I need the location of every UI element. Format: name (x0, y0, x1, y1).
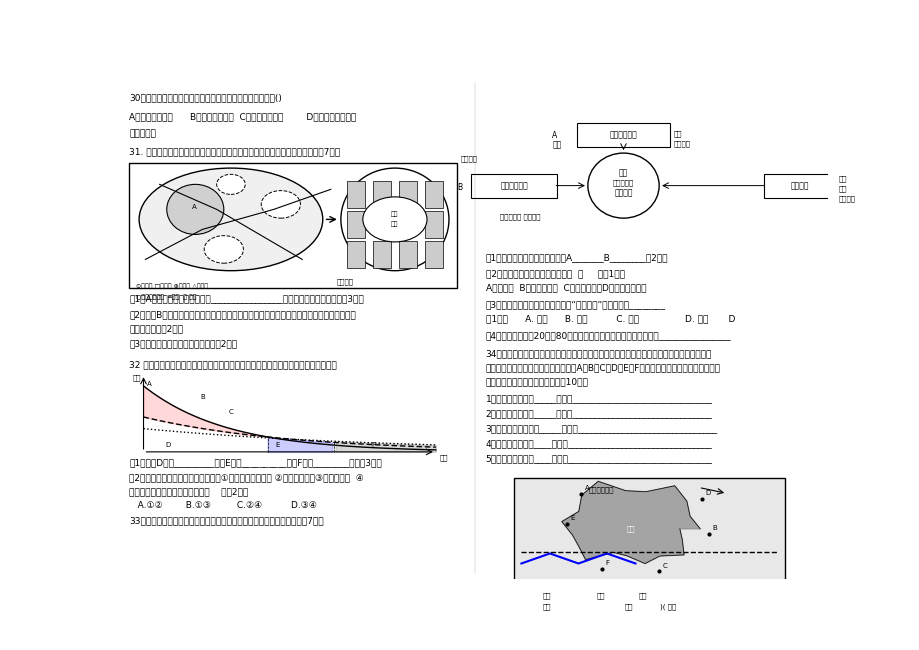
Text: 人口迁移的: 人口迁移的 (612, 180, 633, 187)
Ellipse shape (341, 168, 448, 270)
Text: 影响: 影响 (618, 168, 628, 177)
Text: D: D (165, 442, 170, 448)
Text: （2）影响人口迁移的最主要因素是  （     ）（1分）: （2）影响人口迁移的最主要因素是 （ ）（1分） (485, 270, 624, 279)
Text: （1）填出影响人口迁移的因素：A_______B________（2分）: （1）填出影响人口迁移的因素：A_______B________（2分） (485, 254, 667, 262)
Text: 社会经济因素: 社会经济因素 (500, 181, 528, 190)
Text: 文化教育: 文化教育 (460, 155, 477, 162)
Text: 4、啤酒厂应布局于____，理由________________________________: 4、啤酒厂应布局于____，理由________________________… (485, 439, 711, 448)
Text: B: B (200, 394, 205, 400)
Text: （1）判断D属于_________区，E属于__________区，F属于________区。（3分）: （1）判断D属于_________区，E属于__________区，F属于___… (129, 458, 381, 467)
Text: 河流: 河流 (542, 604, 550, 610)
Text: 自然环境因素: 自然环境因素 (609, 131, 637, 140)
Text: 3、自来水厂应布局于_____，理由_______________________________: 3、自来水厂应布局于_____，理由______________________… (485, 424, 717, 434)
Text: 主要因素: 主要因素 (614, 188, 632, 198)
Ellipse shape (139, 168, 323, 270)
Bar (346, 211, 364, 238)
Text: F: F (371, 442, 375, 448)
Circle shape (362, 197, 426, 242)
Text: ○大学区一公路  ═铁路  工 河流: ○大学区一公路 ═铁路 工 河流 (136, 294, 197, 300)
Text: B: B (457, 183, 462, 192)
Ellipse shape (166, 185, 223, 235)
Text: （3）美国很多老人退休以后向南方“阳光地带”迁移是因为________: （3）美国很多老人退休以后向南方“阳光地带”迁移是因为________ (485, 300, 665, 309)
Text: 淡水: 淡水 (673, 131, 681, 137)
Bar (399, 181, 416, 208)
Text: （3）该城市工业区分布有何特点？（2分）: （3）该城市工业区分布有何特点？（2分） (129, 339, 237, 348)
Text: （2）土地租金高低取决于下列因素：①距离市中心的远近 ②土地利用方式③交通通达度  ④: （2）土地租金高低取决于下列因素：①距离市中心的远近 ②土地利用方式③交通通达度… (129, 473, 364, 482)
Text: 二、综合题: 二、综合题 (129, 129, 156, 138)
Text: 地租: 地租 (132, 374, 142, 381)
Text: 30、当前，世界各国协调人地关系，大多是从哪项措施着手(): 30、当前，世界各国协调人地关系，大多是从哪项措施着手() (129, 93, 282, 102)
Text: A: A (584, 486, 588, 491)
Text: 成以上厂区的布局并说明理由。（10分）: 成以上厂区的布局并说明理由。（10分） (485, 378, 588, 387)
Text: ⊙风景区 □商务区 ⊕工业区 △住宅区: ⊙风景区 □商务区 ⊕工业区 △住宅区 (136, 283, 209, 289)
Text: D: D (705, 490, 710, 497)
Text: 距离: 距离 (439, 454, 448, 461)
FancyBboxPatch shape (576, 123, 669, 147)
Text: （1）A地区按城市功能分区属于________________，简要分析其区位优势。（3分）: （1）A地区按城市功能分区属于________________，简要分析其区位优… (129, 294, 364, 303)
Text: A.①②        B.①③         C.②④          D.③④: A.①② B.①③ C.②④ D.③④ (129, 501, 317, 510)
Text: C: C (229, 410, 233, 415)
Polygon shape (562, 482, 699, 564)
Text: （4）深圳、珠海在20世纪80年代能吸引大量人口的迁入，主原因是________________: （4）深圳、珠海在20世纪80年代能吸引大量人口的迁入，主原因是________… (485, 331, 731, 340)
Text: 花园: 花园 (391, 222, 398, 227)
Text: E: E (570, 515, 574, 521)
Text: )( 桥梁: )( 桥梁 (660, 604, 676, 610)
Text: E: E (275, 442, 279, 448)
Bar (425, 240, 443, 268)
Text: 企业的支付能力，其中主要的是（    ）（2分）: 企业的支付能力，其中主要的是（ ）（2分） (129, 487, 248, 496)
Text: 土壤: 土壤 (551, 140, 561, 150)
Bar (373, 240, 391, 268)
Text: 1、钢铁厂应布局于_____，理由_______________________________: 1、钢铁厂应布局于_____，理由_______________________… (485, 395, 712, 403)
Text: 盛小风频风向: 盛小风频风向 (587, 486, 613, 493)
Text: 中央: 中央 (391, 212, 398, 217)
Text: F: F (606, 560, 609, 566)
Text: A: A (147, 380, 152, 387)
Bar (373, 181, 391, 208)
Text: 城区: 城区 (542, 593, 550, 599)
Bar (346, 240, 364, 268)
Text: A: A (191, 204, 196, 210)
Text: 2、造纸厂应布局于_____，理由_______________________________: 2、造纸厂应布局于_____，理由_______________________… (485, 410, 711, 419)
Text: 矿产资源: 矿产资源 (673, 140, 689, 147)
Text: A政治因素  B自然环境因素  C社会经济因素D政策和矿产资源: A政治因素 B自然环境因素 C社会经济因素D政策和矿产资源 (485, 283, 645, 292)
Text: 32 下图表示了城市内部地租差别对地域结构的影响，根据所学内容，回答下列问题。: 32 下图表示了城市内部地租差别对地域结构的影响，根据所学内容，回答下列问题。 (129, 360, 336, 369)
Text: 31. 读我国某城市某住宅区在城市中的区位及其内部布局图，回答下列问题。（7分）: 31. 读我国某城市某住宅区在城市中的区位及其内部布局图，回答下列问题。（7分） (129, 147, 340, 156)
Bar (346, 181, 364, 208)
Bar (425, 181, 443, 208)
Bar (425, 211, 443, 238)
FancyBboxPatch shape (763, 174, 834, 198)
Text: 政治变革: 政治变革 (838, 196, 855, 202)
Text: B: B (712, 525, 717, 531)
Text: A、控制城市规模      B、控制人口规模  C、控制经济规模        D、控制污染排放量: A、控制城市规模 B、控制人口规模 C、控制经济规模 D、控制污染排放量 (129, 112, 357, 121)
Text: 34、右图为某城镇地图，该城镇规划现拟建钢铁厂、造纸厂、自来水厂、啤酒厂和服装厂，但: 34、右图为某城镇地图，该城镇规划现拟建钢铁厂、造纸厂、自来水厂、啤酒厂和服装厂… (485, 350, 711, 359)
Text: 战争: 战争 (838, 176, 846, 182)
Text: C: C (663, 563, 667, 569)
Text: 33、下面是影响人口迁移诸因素的知识体系结构框图，据此回答问题：（7分）: 33、下面是影响人口迁移诸因素的知识体系结构框图，据此回答问题：（7分） (129, 516, 323, 525)
Bar (514, 595, 539, 601)
Text: 5、服装厂应布局于____，理由________________________________: 5、服装厂应布局于____，理由________________________… (485, 454, 712, 463)
Ellipse shape (217, 174, 245, 194)
Text: 铁路: 铁路 (624, 604, 632, 610)
Text: 城区: 城区 (626, 526, 634, 532)
FancyBboxPatch shape (471, 174, 557, 198)
Text: （2）如果B住宅区是高档住宅区，请你为该住宅区房地产开发商写一段广告词，说明该住宅区: （2）如果B住宅区是高档住宅区，请你为该住宅区房地产开发商写一段广告词，说明该住… (129, 310, 356, 319)
Text: 政策: 政策 (838, 186, 846, 192)
Text: 由于条件所限，所以每个厂只能在图中A、B、C、D、E、F各地点中选择，请你帮助该城镇完: 由于条件所限，所以每个厂只能在图中A、B、C、D、E、F各地点中选择，请你帮助该… (485, 364, 720, 373)
Text: 政治因素: 政治因素 (789, 181, 808, 190)
Bar (399, 240, 416, 268)
Ellipse shape (261, 190, 301, 218)
Text: 的区位优势。（2分）: 的区位优势。（2分） (129, 324, 183, 333)
Ellipse shape (204, 236, 244, 263)
Ellipse shape (587, 153, 658, 218)
Text: 小区布局: 小区布局 (335, 278, 353, 285)
Text: 煤矿: 煤矿 (639, 593, 647, 599)
Text: A: A (551, 131, 557, 140)
Text: 交通和通信 婚姻家庭: 交通和通信 婚姻家庭 (500, 213, 540, 220)
Bar (514, 478, 785, 584)
Text: （1分）      A. 淡水      B. 土壤          C. 政策                D. 气候       D: （1分） A. 淡水 B. 土壤 C. 政策 D. 气候 D (485, 314, 734, 323)
Text: 铁矿: 铁矿 (596, 593, 604, 599)
Bar (129, 163, 457, 288)
